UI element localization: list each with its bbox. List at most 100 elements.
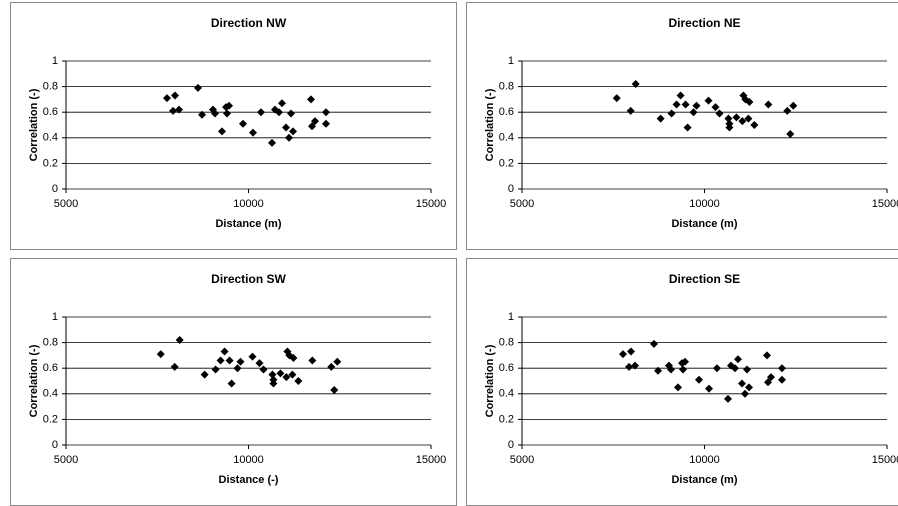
point (255, 359, 264, 368)
point (734, 355, 743, 364)
y-tick-label: 0.6 (499, 106, 514, 118)
point (225, 101, 234, 110)
x-tick-label: 10000 (233, 198, 264, 210)
point (681, 100, 690, 109)
point (156, 350, 165, 359)
point (679, 365, 688, 374)
panel-border (466, 258, 898, 506)
point (175, 336, 184, 345)
point (681, 357, 690, 366)
point (625, 362, 634, 371)
x-tick-label: 15000 (872, 198, 898, 210)
y-tick-label: 0.8 (499, 81, 514, 93)
x-tick-label: 15000 (872, 454, 898, 466)
x-tick-label: 5000 (54, 198, 78, 210)
point (744, 114, 753, 123)
point (618, 350, 627, 359)
point (238, 119, 247, 128)
point (275, 108, 284, 117)
point (308, 356, 317, 365)
point (656, 114, 665, 123)
y-tick-label: 0 (508, 439, 514, 451)
point (741, 389, 750, 398)
point (269, 379, 278, 388)
point (285, 133, 294, 142)
y-tick-label: 0 (52, 439, 58, 451)
point (694, 375, 703, 384)
point (170, 362, 179, 371)
y-tick-label: 1 (52, 311, 58, 323)
panel-border (10, 2, 457, 250)
point (248, 128, 257, 137)
y-tick-label: 0.8 (43, 81, 58, 93)
x-axis-label: Distance (m) (671, 218, 737, 230)
point (216, 356, 225, 365)
y-tick-label: 0.8 (43, 337, 58, 349)
point (742, 365, 751, 374)
point (268, 138, 277, 147)
point (724, 114, 733, 123)
point (256, 108, 265, 117)
y-tick-label: 0.2 (499, 413, 514, 425)
point (750, 121, 759, 129)
point (667, 109, 676, 118)
point (294, 377, 303, 385)
y-tick-label: 0.4 (499, 388, 514, 400)
point (162, 94, 171, 103)
x-tick-label: 10000 (689, 198, 720, 210)
point (612, 94, 621, 103)
point (289, 353, 298, 362)
point (726, 361, 735, 370)
point (197, 110, 206, 119)
point (278, 99, 287, 108)
point (200, 370, 209, 379)
point (282, 373, 291, 382)
point (732, 113, 741, 122)
point (674, 383, 683, 392)
point (259, 365, 268, 374)
point (327, 362, 336, 371)
point (276, 369, 285, 378)
point (175, 105, 184, 114)
y-tick-label: 0.2 (43, 157, 58, 169)
point (330, 385, 339, 394)
y-axis-label: Correlation (-) (28, 344, 40, 417)
point (233, 364, 242, 373)
y-tick-label: 0.2 (43, 413, 58, 425)
point (672, 100, 681, 109)
point (268, 370, 277, 379)
point (745, 97, 754, 106)
point (227, 379, 236, 388)
point (631, 361, 640, 370)
point (676, 91, 685, 100)
y-tick-label: 0.8 (499, 337, 514, 349)
y-axis-label: Correlation (-) (484, 88, 496, 161)
point (737, 379, 746, 388)
y-tick-label: 0.4 (499, 132, 514, 144)
point (653, 366, 662, 375)
y-tick-label: 0.4 (43, 132, 58, 144)
point (767, 373, 776, 382)
chart-panel: Direction NE00.20.40.60.8150001000015000… (466, 2, 898, 250)
point (704, 384, 713, 393)
y-tick-label: 0.6 (499, 362, 514, 374)
point (762, 351, 771, 360)
point (281, 123, 290, 132)
y-tick-label: 0.2 (499, 157, 514, 169)
point (786, 129, 795, 138)
point (666, 365, 675, 374)
point (306, 95, 315, 104)
chart-title: Direction NE (668, 16, 740, 30)
y-tick-label: 1 (508, 311, 514, 323)
point (210, 109, 219, 118)
point (789, 101, 798, 110)
y-tick-label: 0 (52, 183, 58, 195)
point (321, 108, 330, 117)
point (626, 106, 635, 115)
y-tick-label: 0.6 (43, 362, 58, 374)
x-axis-label: Distance (-) (219, 474, 279, 486)
point (321, 119, 330, 128)
